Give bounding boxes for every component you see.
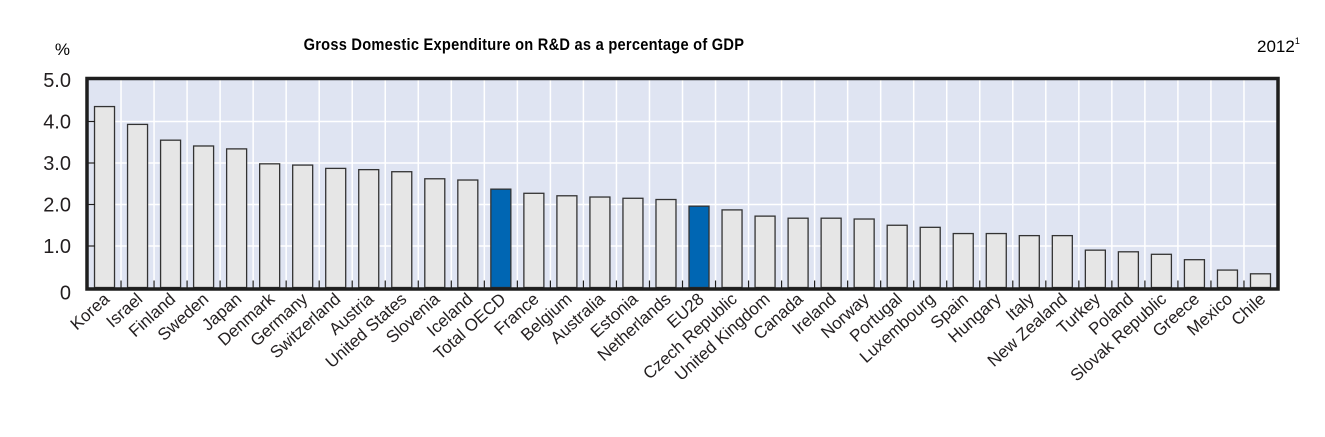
bar-ireland [820, 217, 842, 289]
year-label: 20121 [1257, 36, 1300, 56]
y-tick-label: 3.0 [43, 153, 71, 175]
bar-mexico [1216, 269, 1239, 289]
bar-czech-republic [721, 209, 743, 289]
bar-greece [1183, 259, 1206, 289]
chart-title: Gross Domestic Expenditure on R&D as a p… [304, 36, 745, 54]
x-axis-labels: KoreaIsraelFinlandSwedenJapanDenmarkGerm… [67, 289, 1269, 385]
bar-slovak-republic [1150, 253, 1173, 289]
bar-sweden [192, 145, 215, 289]
bar-united-kingdom [754, 215, 776, 289]
bar-chile [1249, 273, 1272, 289]
bar-eu28 [688, 205, 710, 289]
bars [85, 76, 1280, 291]
x-tick-label: Chile [1228, 289, 1270, 329]
y-tick-label: 4.0 [43, 112, 71, 134]
bar-norway [853, 218, 875, 289]
plot-frame [85, 76, 1280, 291]
bar-hungary [985, 232, 1007, 289]
bar-new-zealand [1051, 234, 1073, 289]
bar-germany [292, 164, 314, 289]
bar-portugal [886, 224, 908, 289]
y-tick-label: 1.0 [43, 236, 71, 258]
year-footnote: 1 [1295, 36, 1300, 46]
y-tick-label: 5.0 [43, 70, 71, 92]
bar-france [523, 192, 545, 289]
bar-spain [952, 232, 974, 289]
bar-estonia [622, 197, 644, 289]
bar-australia [589, 196, 611, 289]
bar-japan [225, 148, 248, 289]
bar-belgium [556, 195, 578, 289]
y-axis-ticks: 0 1.0 2.0 3.0 4.0 5.0 [43, 70, 71, 305]
bar-slovenia [424, 178, 446, 289]
x-tick-label: Korea [67, 289, 114, 334]
bar-korea [93, 105, 116, 289]
bar-turkey [1084, 249, 1106, 289]
bar-canada [787, 217, 809, 289]
y-axis-unit-label: % [55, 40, 70, 59]
y-tick-label: 0 [60, 283, 71, 305]
bar-italy [1018, 234, 1040, 289]
year-value: 2012 [1257, 37, 1295, 56]
plot-area [88, 80, 1277, 288]
bar-israel [126, 123, 149, 289]
bar-finland [159, 139, 182, 289]
y-tick-label: 2.0 [43, 195, 71, 217]
bar-netherlands [655, 198, 677, 289]
bar-total-oecd [490, 188, 512, 289]
bar-luxembourg [919, 226, 941, 289]
bar-poland [1117, 251, 1140, 289]
bar-iceland [457, 179, 479, 289]
bar-denmark [259, 163, 281, 289]
bar-united-states [391, 171, 413, 289]
bar-switzerland [325, 167, 347, 289]
bar-austria [358, 168, 380, 289]
